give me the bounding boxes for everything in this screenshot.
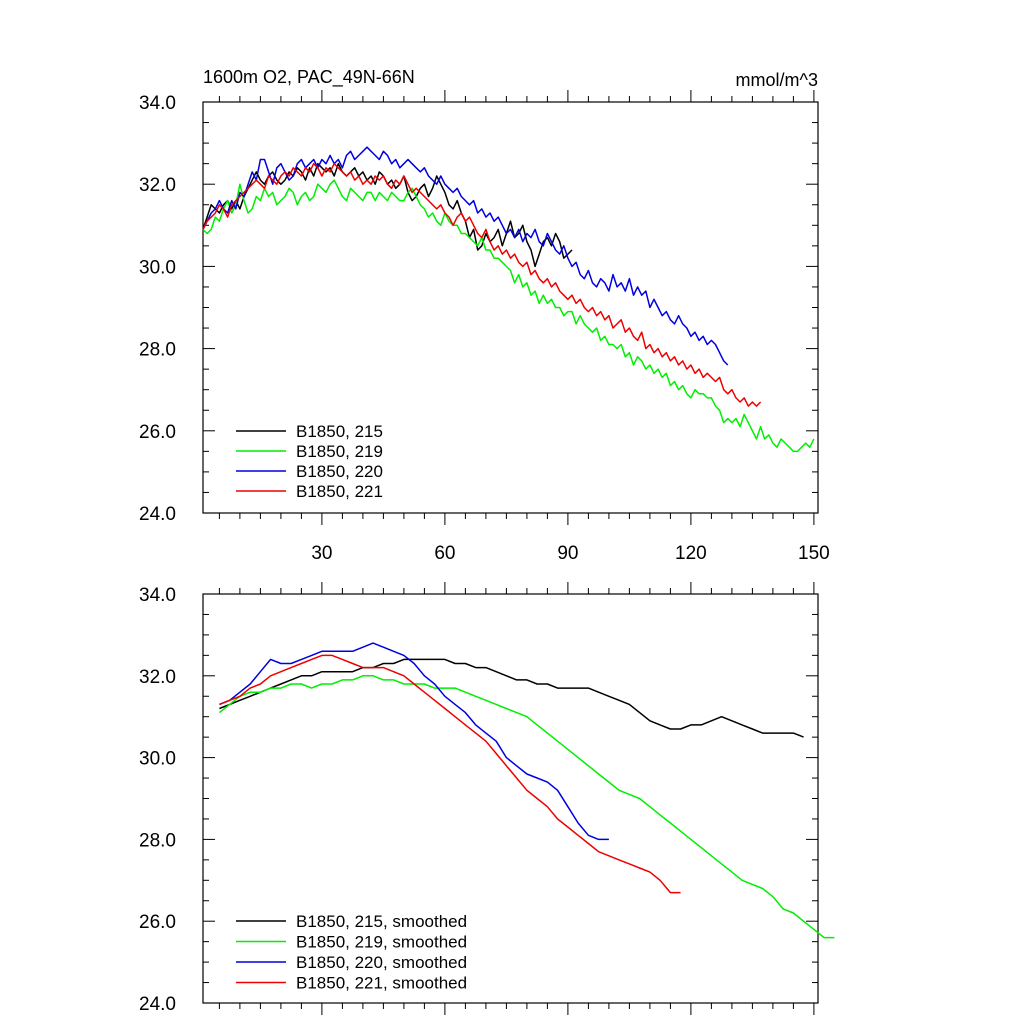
legend-label: B1850, 219, smoothed	[296, 933, 467, 952]
bottom-panel: 24.0 26.0 28.0 30.0 32.0 34.0 B1850, 215, smo…	[139, 582, 835, 1015]
units-label: mmol/m^3	[736, 70, 818, 90]
series-lines	[202, 146, 815, 453]
tick-marks	[203, 90, 818, 525]
x-tick-label: 120	[675, 543, 707, 564]
series-line	[219, 654, 681, 894]
x-tick-label: 150	[798, 543, 830, 564]
series-line	[202, 162, 573, 268]
x-tick-label: 30	[311, 543, 332, 564]
x-tick-label: 60	[434, 543, 455, 564]
y-tick-label: 28.0	[139, 830, 176, 851]
y-tick-labels: 24.0 26.0 28.0 30.0 32.0 34.0	[139, 93, 176, 525]
y-tick-label: 30.0	[139, 257, 176, 278]
legend-label: B1850, 220	[296, 462, 383, 481]
y-tick-label: 26.0	[139, 422, 176, 443]
chart-title: 1600m O2, PAC_49N-66N	[203, 67, 415, 88]
y-tick-label: 34.0	[139, 585, 176, 606]
top-panel: 1600m O2, PAC_49N-66N mmol/m^3 24.026.02…	[139, 67, 830, 564]
y-tick-label: 32.0	[139, 175, 176, 196]
x-tick-label: 90	[557, 543, 578, 564]
series-lines	[218, 642, 835, 939]
legend-label: B1850, 215, smoothed	[296, 912, 467, 931]
series-line	[218, 675, 835, 939]
y-tick-label: 24.0	[139, 994, 176, 1015]
y-tick-label: 24.0	[139, 504, 176, 525]
tick-marks	[203, 582, 818, 1015]
y-tick-label: 26.0	[139, 912, 176, 933]
legend-label: B1850, 221, smoothed	[296, 974, 467, 993]
legend: B1850, 215, smoothed B1850, 219, smoothed…	[236, 912, 467, 993]
x-tick-labels: 30 60 90 120 150	[311, 543, 829, 564]
legend-label: B1850, 220, smoothed	[296, 953, 467, 972]
y-tick-label: 30.0	[139, 749, 176, 770]
y-tick-label: 32.0	[139, 667, 176, 688]
y-tick-label: 28.0	[139, 340, 176, 361]
legend-label: B1850, 215	[296, 422, 383, 441]
series-line	[219, 658, 804, 738]
series-line	[202, 146, 729, 366]
y-tick-labels: 24.0 26.0 28.0 30.0 32.0 34.0	[139, 585, 176, 1015]
y-tick-label: 34.0	[139, 93, 176, 114]
series-line	[219, 642, 609, 841]
legend-label: B1850, 219	[296, 442, 383, 461]
series-line	[202, 162, 762, 407]
legend-label: B1850, 221	[296, 482, 383, 501]
series-line	[202, 179, 815, 453]
